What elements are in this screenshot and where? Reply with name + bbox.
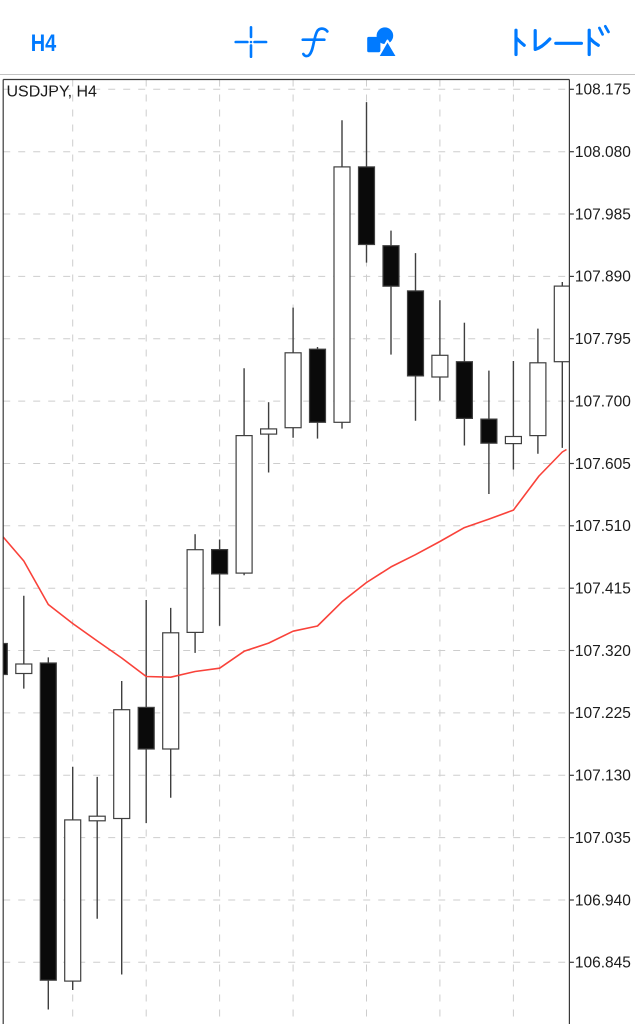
svg-text:107.510: 107.510	[575, 518, 631, 535]
svg-text:106.845: 106.845	[575, 955, 631, 972]
svg-text:107.415: 107.415	[575, 581, 631, 598]
svg-text:108.175: 108.175	[575, 82, 631, 99]
svg-text:106.940: 106.940	[575, 892, 631, 909]
svg-text:107.225: 107.225	[575, 705, 631, 722]
svg-text:107.035: 107.035	[575, 830, 631, 847]
svg-text:107.985: 107.985	[575, 206, 631, 223]
svg-text:107.890: 107.890	[575, 269, 631, 286]
svg-text:107.320: 107.320	[575, 643, 631, 660]
svg-text:107.130: 107.130	[575, 768, 631, 785]
svg-text:107.605: 107.605	[575, 456, 631, 473]
svg-text:USDJPY, H4: USDJPY, H4	[7, 84, 98, 101]
svg-text:107.795: 107.795	[575, 331, 631, 348]
svg-text:H4: H4	[31, 30, 57, 57]
svg-text:107.700: 107.700	[575, 393, 631, 410]
svg-text:108.080: 108.080	[575, 144, 631, 161]
